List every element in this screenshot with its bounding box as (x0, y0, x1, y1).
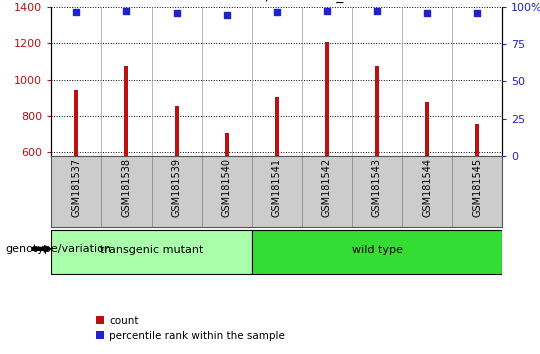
Bar (51, 156, 102, 227)
Text: GSM181544: GSM181544 (422, 158, 432, 217)
FancyBboxPatch shape (51, 230, 252, 274)
Legend: count, percentile rank within the sample: count, percentile rank within the sample (92, 312, 289, 345)
Text: GSM181541: GSM181541 (272, 158, 282, 217)
Text: GSM181537: GSM181537 (71, 158, 82, 217)
Point (473, 10, 482, 16)
Text: GSM181540: GSM181540 (221, 158, 232, 217)
Bar (302, 156, 352, 227)
Point (122, 8, 131, 13)
Point (322, 8, 331, 13)
Text: GSM181538: GSM181538 (122, 158, 131, 217)
Point (222, 12, 231, 17)
Bar (375, 66, 379, 156)
Text: GSM181543: GSM181543 (372, 158, 382, 217)
Text: GSM181542: GSM181542 (322, 158, 332, 217)
Point (373, 8, 381, 13)
Text: transgenic mutant: transgenic mutant (100, 245, 203, 255)
Bar (452, 156, 502, 227)
Bar (174, 106, 179, 156)
Bar (402, 156, 452, 227)
FancyBboxPatch shape (252, 230, 502, 274)
Bar (352, 156, 402, 227)
Text: genotype/variation: genotype/variation (5, 244, 111, 254)
Text: GSM181539: GSM181539 (172, 158, 181, 217)
Bar (275, 97, 279, 156)
Title: GDS2823 / 1371041_at: GDS2823 / 1371041_at (196, 0, 357, 3)
Point (72, 10, 80, 15)
Point (423, 10, 431, 16)
Point (273, 10, 281, 15)
Bar (425, 102, 429, 156)
Bar (75, 91, 78, 156)
Bar (152, 156, 201, 227)
Text: GSM181545: GSM181545 (472, 158, 482, 217)
Bar (201, 156, 252, 227)
Bar (475, 124, 479, 156)
Bar (102, 156, 152, 227)
Bar (124, 66, 129, 156)
Text: wild type: wild type (352, 245, 402, 255)
Bar (252, 156, 302, 227)
Point (172, 10, 181, 16)
Bar (325, 41, 329, 156)
Bar (225, 133, 228, 156)
